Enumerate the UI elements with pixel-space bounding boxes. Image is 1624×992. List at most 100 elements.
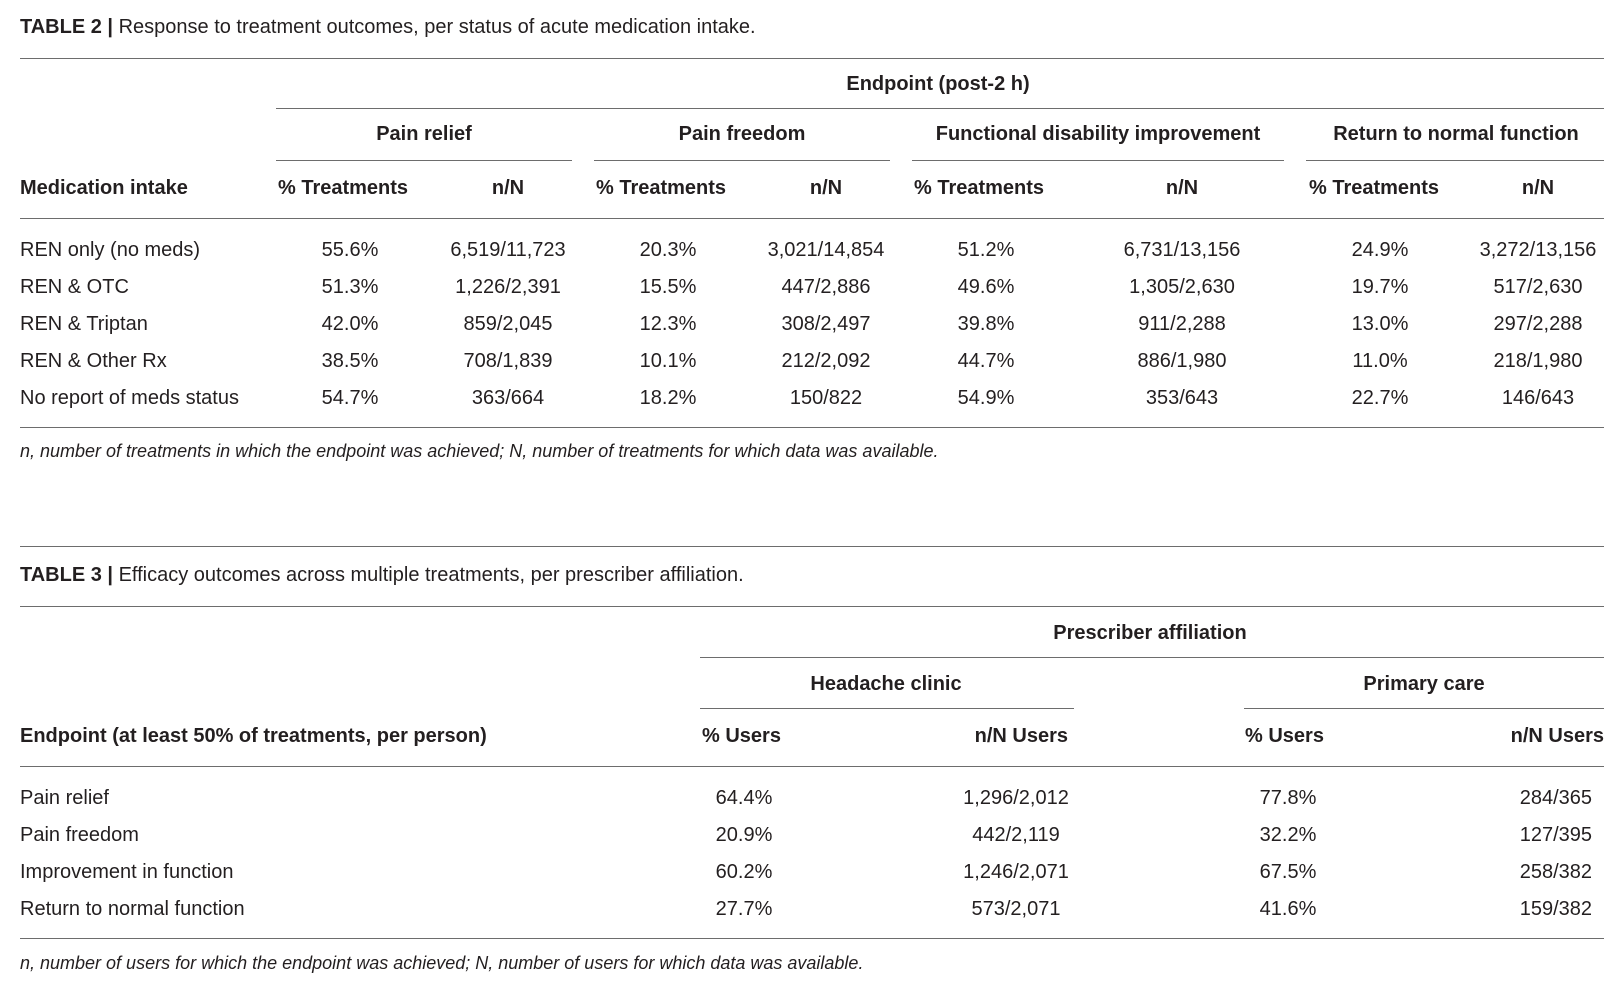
- table3-cell: 64.4%: [715, 787, 773, 809]
- table2-cell: 146/643: [1501, 387, 1575, 409]
- table3-top-rule: [20, 606, 1604, 607]
- table3-row-label: Return to normal function: [20, 898, 245, 920]
- table3-group-rule: [1244, 708, 1604, 709]
- table2-cell: 51.3%: [321, 276, 379, 298]
- table2-super-header: Endpoint (post-2 h): [846, 73, 1030, 95]
- table2-col-header: % Treatments: [914, 177, 1045, 199]
- table2-cell: 42.0%: [321, 313, 379, 335]
- table2-row-label: REN & Other Rx: [20, 350, 167, 372]
- table2-cell: 44.7%: [957, 350, 1015, 372]
- table2-group-rule: [276, 160, 572, 161]
- table3-cell: 284/365: [1519, 787, 1592, 809]
- table2-row-label: REN only (no meds): [20, 239, 201, 261]
- table3-col-header: n/N Users: [974, 725, 1068, 747]
- table3-row-label: Improvement in function: [20, 861, 234, 883]
- table3-label: TABLE 3 |: [20, 564, 114, 586]
- table2-row-label: REN & Triptan: [20, 313, 148, 335]
- table3-cell: 1,246/2,071: [963, 861, 1069, 883]
- table2-cell: 297/2,288: [1493, 313, 1583, 335]
- table3-footnote: n, number of users for which the endpoin…: [20, 953, 864, 973]
- table2-cell: 859/2,045: [463, 313, 553, 335]
- table3-group-rule: [700, 708, 1074, 709]
- table3-cell: 41.6%: [1259, 898, 1317, 920]
- table3-row-header: Endpoint (at least 50% of treatments, pe…: [20, 725, 487, 747]
- table2-cell: 51.2%: [957, 239, 1015, 261]
- table2-group-header: Return to normal function: [1333, 123, 1579, 145]
- table3-cell: 20.9%: [715, 824, 773, 846]
- table2-group-rule: [1306, 160, 1604, 161]
- table2-cell: 54.9%: [957, 387, 1015, 409]
- table2-cell: 517/2,630: [1493, 276, 1583, 298]
- table3-cell: 573/2,071: [971, 898, 1061, 920]
- table3-group-header: Primary care: [1363, 673, 1485, 695]
- table2-cell: 20.3%: [639, 239, 697, 261]
- table3-cell: 442/2,119: [972, 824, 1060, 846]
- table2-cell: 886/1,980: [1137, 350, 1227, 372]
- table2-cell: 12.3%: [639, 313, 697, 335]
- table2-col-header: n/N: [809, 177, 843, 199]
- table2-col-header: n/N: [491, 177, 525, 199]
- table2-cell: 22.7%: [1351, 387, 1409, 409]
- table2-caption-text: Response to treatment outcomes, per stat…: [118, 16, 756, 38]
- table3-col-header: n/N Users: [1510, 725, 1604, 747]
- table2-cell: 150/822: [789, 387, 863, 409]
- table2-cell: 15.5%: [639, 276, 697, 298]
- table3-header-rule: [20, 766, 1604, 767]
- table2-col-header: % Treatments: [1309, 177, 1440, 199]
- table2-group-header: Pain freedom: [678, 123, 806, 145]
- table3-super-header: Prescriber affiliation: [1053, 622, 1247, 644]
- table2-cell: 3,272/13,156: [1479, 239, 1597, 261]
- table3-cell: 60.2%: [715, 861, 773, 883]
- table2-label: TABLE 2 |: [20, 16, 114, 38]
- table2-cell: 39.8%: [957, 313, 1015, 335]
- table2-cell: 1,305/2,630: [1129, 276, 1235, 298]
- table2-cell: 911/2,288: [1138, 313, 1226, 335]
- table2-cell: 212/2,092: [781, 350, 871, 372]
- table2-cell: 18.2%: [639, 387, 697, 409]
- table2-bottom-rule: [20, 427, 1604, 428]
- table3-row-label: Pain relief: [20, 787, 109, 809]
- table2-cell: 3,021/14,854: [767, 239, 885, 261]
- table2-row-label: REN & OTC: [20, 276, 129, 298]
- table2-col-header: % Treatments: [278, 177, 409, 199]
- table3-col-header: % Users: [702, 725, 781, 747]
- table3-group-header: Headache clinic: [810, 673, 962, 695]
- table2-cell: 353/643: [1145, 387, 1219, 409]
- table3-row-label: Pain freedom: [20, 824, 139, 846]
- table2-row-label: No report of meds status: [20, 387, 239, 409]
- table2-cell: 24.9%: [1351, 239, 1409, 261]
- table3-cell: 67.5%: [1259, 861, 1317, 883]
- table3-bottom-rule: [20, 938, 1604, 939]
- table3-caption: TABLE 3 | Efficacy outcomes across multi…: [20, 564, 744, 587]
- table2-top-rule: [20, 58, 1604, 59]
- table2-group-rule: [594, 160, 890, 161]
- table3-divider-rule: [20, 546, 1604, 547]
- table2-cell: 218/1,980: [1493, 350, 1583, 372]
- table2-group-header: Pain relief: [376, 123, 472, 145]
- table2-cell: 1,226/2,391: [455, 276, 561, 298]
- table2-cell: 363/664: [471, 387, 545, 409]
- table3-cell: 159/382: [1519, 898, 1592, 920]
- table2-group-rule: [912, 160, 1284, 161]
- table2-cell: 708/1,839: [463, 350, 553, 372]
- table3-cell: 127/395: [1519, 824, 1592, 846]
- table2-cell: 308/2,497: [781, 313, 871, 335]
- table2-cell: 54.7%: [321, 387, 379, 409]
- table2-caption: TABLE 2 | Response to treatment outcomes…: [20, 16, 756, 39]
- table2-col-header: n/N: [1521, 177, 1555, 199]
- table3-cell: 27.7%: [715, 898, 773, 920]
- table3-caption-text: Efficacy outcomes across multiple treatm…: [118, 564, 744, 586]
- table2-col-header: % Treatments: [596, 177, 727, 199]
- table2-cell: 49.6%: [957, 276, 1015, 298]
- table3-cell: 77.8%: [1259, 787, 1317, 809]
- table2-super-rule: [276, 108, 1604, 109]
- table2-cell: 447/2,886: [781, 276, 871, 298]
- table2-cell: 6,731/13,156: [1123, 239, 1241, 261]
- table2-cell: 13.0%: [1351, 313, 1409, 335]
- table3-cell: 258/382: [1519, 861, 1592, 883]
- table2-cell: 11.0%: [1352, 350, 1408, 372]
- table2-col-header: n/N: [1165, 177, 1199, 199]
- table2-cell: 6,519/11,723: [450, 239, 566, 261]
- table2-footnote: n, number of treatments in which the end…: [20, 441, 939, 461]
- table2-group-header: Functional disability improvement: [935, 123, 1261, 145]
